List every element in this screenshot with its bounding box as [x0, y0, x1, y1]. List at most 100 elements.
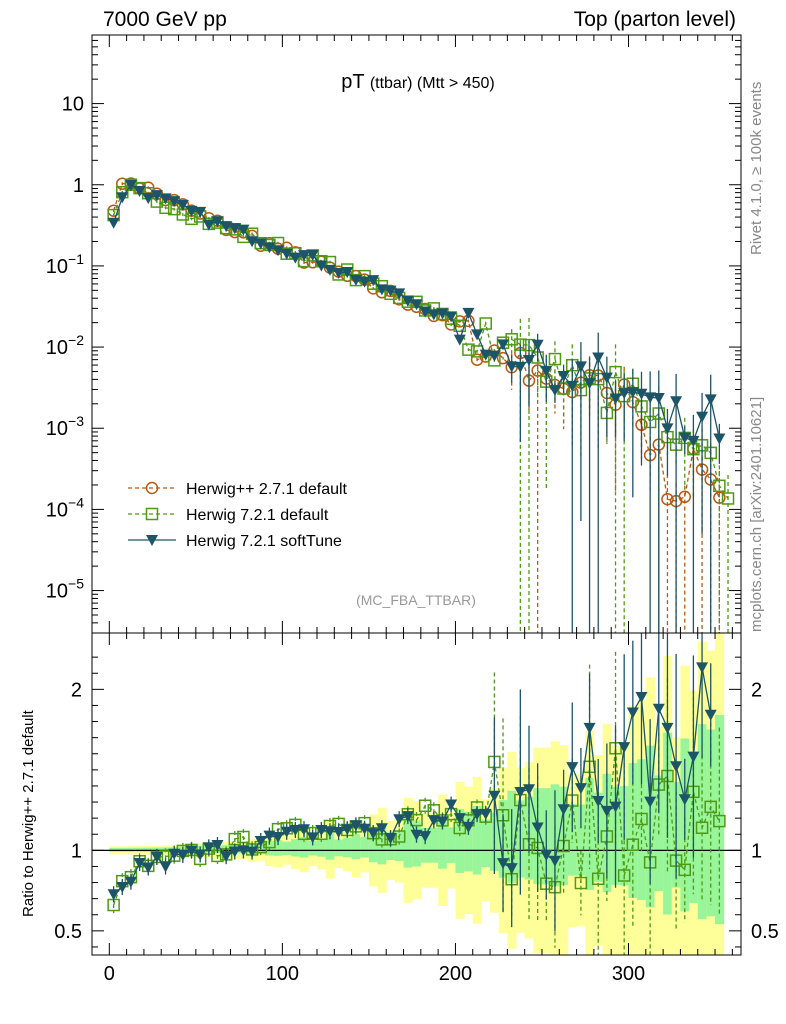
ratio-point	[696, 662, 709, 674]
legend-marker	[145, 507, 159, 521]
ratio-point	[289, 824, 302, 836]
data-point	[470, 353, 484, 366]
data-point	[462, 343, 475, 356]
ratio-point	[626, 838, 640, 851]
data-point	[721, 492, 735, 505]
ratio-point	[678, 794, 691, 806]
ratio-point	[254, 836, 267, 848]
inner-band	[394, 830, 405, 861]
data-point	[462, 307, 475, 319]
ratio-point	[410, 829, 423, 841]
data-point	[661, 423, 674, 435]
data-point	[566, 380, 579, 392]
data-point	[107, 217, 120, 229]
ratio-point	[272, 832, 285, 844]
ratio-point	[574, 783, 587, 795]
ratio-point	[341, 824, 354, 836]
data-point	[419, 306, 432, 318]
ratio-point	[150, 852, 163, 864]
ratio-point	[574, 876, 588, 890]
y-tick-label: 10	[62, 94, 84, 116]
data-point	[254, 238, 267, 250]
data-point	[531, 339, 544, 351]
data-point	[142, 193, 155, 205]
data-point	[211, 216, 224, 228]
ratio-point	[427, 815, 440, 827]
header-process: Top (parton level)	[573, 8, 736, 31]
ratio-point	[185, 845, 198, 857]
ratio-point	[107, 889, 120, 901]
ratio-point	[142, 862, 155, 874]
data-point	[696, 411, 709, 423]
ratio-y-tick-label: 0.5	[54, 921, 82, 943]
data-point	[445, 311, 458, 323]
data-point	[150, 190, 163, 202]
ratio-point	[116, 881, 129, 893]
data-point	[540, 365, 553, 377]
data-point	[185, 205, 198, 217]
inner-band	[291, 839, 301, 857]
data-point	[609, 365, 622, 379]
ratio-point	[159, 861, 172, 873]
data-point	[471, 329, 484, 341]
header-energy: 7000 GeV pp	[103, 8, 227, 31]
data-point	[116, 192, 129, 204]
data-point	[557, 371, 570, 383]
data-point	[713, 433, 726, 445]
inner-band	[455, 808, 465, 873]
data-point	[272, 245, 285, 257]
y-tick-label: 10−2	[46, 332, 84, 359]
y-tick-label: 10−5	[46, 576, 84, 603]
inner-band	[481, 819, 491, 868]
ratio-point	[367, 828, 380, 840]
data-point	[427, 309, 440, 321]
ratio-point	[237, 845, 250, 857]
ratio-y-tick-label: 2	[71, 679, 82, 701]
legend-marker	[145, 481, 159, 495]
data-point	[574, 361, 587, 373]
ratio-point	[618, 742, 631, 754]
ratio-point	[540, 849, 553, 861]
ratio-point	[488, 790, 501, 802]
ratio-point	[375, 823, 388, 835]
data-point	[194, 206, 207, 218]
ratio-point	[652, 703, 665, 715]
data-point	[176, 199, 189, 211]
data-point	[298, 250, 311, 262]
data-point	[635, 388, 648, 400]
ratio-point	[332, 827, 345, 839]
ratio-point	[670, 761, 683, 773]
data-point	[393, 288, 406, 300]
ratio-point	[410, 813, 423, 827]
data-point	[237, 224, 250, 236]
chart-title: pT (ttbar) (Mtt > 450)	[341, 71, 494, 93]
inner-band	[316, 838, 327, 857]
ratio-point	[592, 796, 605, 808]
inner-band	[412, 820, 422, 867]
ratio-point	[445, 799, 458, 811]
ratio-point	[298, 824, 311, 836]
inner-band	[282, 841, 292, 856]
ratio-point	[202, 842, 215, 854]
data-point	[306, 249, 319, 261]
ratio-point	[704, 709, 717, 721]
series-line	[112, 183, 729, 499]
ratio-point	[479, 808, 492, 820]
ratio-point	[349, 820, 362, 832]
inner-band	[446, 827, 456, 863]
ratio-point	[704, 800, 717, 814]
data-point	[592, 352, 605, 364]
inner-band	[628, 762, 638, 899]
data-point	[704, 394, 717, 406]
x-tick-label: 100	[266, 963, 299, 985]
y-tick-label: 10−4	[46, 494, 84, 521]
ratio-point	[644, 796, 657, 808]
ratio-point	[471, 809, 484, 821]
data-point	[349, 274, 362, 286]
data-point	[375, 284, 388, 296]
ratio-point	[306, 832, 319, 844]
data-point	[436, 308, 449, 320]
data-point	[600, 372, 613, 384]
data-point	[548, 385, 561, 397]
data-point	[618, 388, 631, 400]
